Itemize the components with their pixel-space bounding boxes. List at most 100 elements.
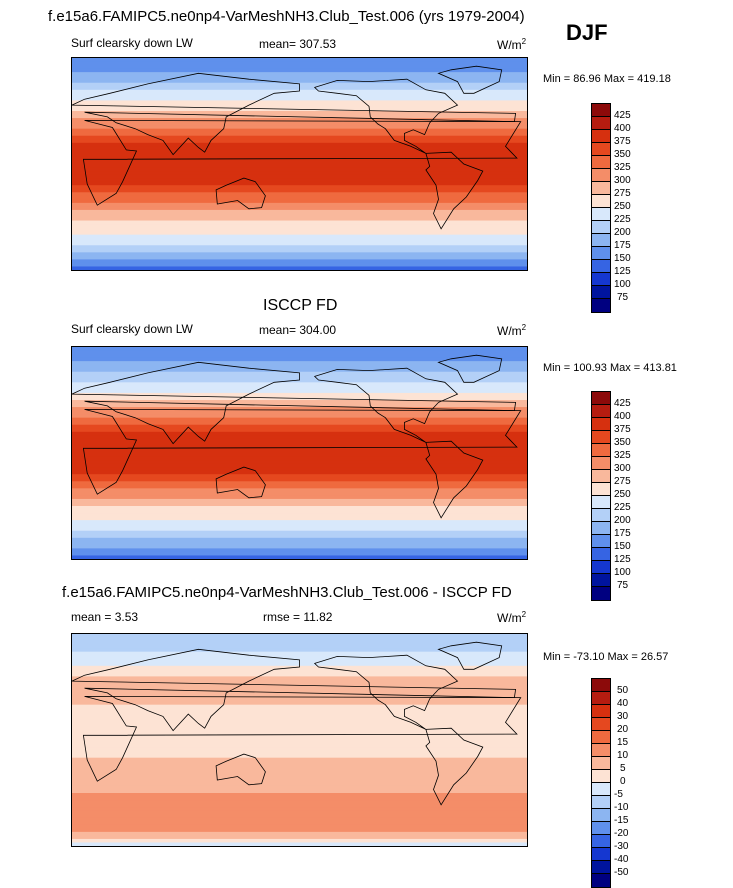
lat-band bbox=[72, 238, 527, 243]
colorbar-label: 325 bbox=[614, 162, 631, 173]
colorbar-swatch bbox=[592, 535, 610, 548]
coastline bbox=[72, 72, 517, 156]
lat-band bbox=[72, 513, 527, 518]
panel1-mean-label: mean= 307.53 bbox=[259, 37, 337, 51]
lat-band bbox=[72, 255, 527, 260]
lat-band bbox=[72, 842, 527, 846]
coastline bbox=[82, 409, 522, 495]
lat-band bbox=[72, 708, 527, 713]
colorbar-label: 10 bbox=[617, 750, 629, 761]
lat-band bbox=[72, 424, 527, 429]
lat-band bbox=[72, 634, 527, 639]
colorbar-swatch bbox=[592, 182, 610, 195]
lat-band bbox=[72, 463, 527, 468]
colorbar-label: 175 bbox=[614, 240, 631, 251]
colorbar-label: 15 bbox=[617, 737, 629, 748]
lat-band bbox=[72, 149, 527, 154]
lat-band bbox=[72, 785, 527, 791]
colorbar-label: 100 bbox=[614, 279, 631, 290]
lat-band bbox=[72, 778, 527, 783]
colorbar-swatch bbox=[592, 117, 610, 130]
colorbar-swatch bbox=[592, 208, 610, 221]
colorbar-swatch bbox=[592, 874, 610, 887]
lat-band bbox=[72, 757, 527, 762]
colorbar-label: 225 bbox=[614, 502, 631, 513]
lat-band bbox=[72, 470, 527, 475]
lat-band bbox=[72, 810, 527, 815]
colorbar-label: 375 bbox=[614, 136, 631, 147]
colorbar-label: 200 bbox=[614, 515, 631, 526]
colorbar-swatch bbox=[592, 457, 610, 470]
lat-band bbox=[72, 139, 527, 144]
lat-band bbox=[72, 192, 527, 197]
lat-band bbox=[72, 644, 527, 649]
colorbar-label: 425 bbox=[614, 398, 631, 409]
lat-band bbox=[72, 495, 527, 500]
lat-band bbox=[72, 421, 527, 426]
colorbar-swatch bbox=[592, 470, 610, 483]
lat-band bbox=[72, 128, 527, 133]
lat-band bbox=[72, 793, 527, 798]
lat-band bbox=[72, 527, 527, 532]
lat-band bbox=[72, 410, 527, 415]
lat-band bbox=[72, 544, 527, 549]
colorbar-swatch bbox=[592, 574, 610, 587]
colorbar-label: 300 bbox=[614, 175, 631, 186]
coastline bbox=[313, 78, 459, 154]
lat-band bbox=[72, 142, 527, 147]
colorbar-swatch bbox=[592, 143, 610, 156]
lat-band bbox=[72, 178, 527, 183]
panel1-colorbar bbox=[591, 103, 611, 313]
colorbar-label: 5 bbox=[620, 763, 626, 774]
panel2-map bbox=[71, 346, 528, 560]
colorbar-swatch bbox=[592, 548, 610, 561]
lat-band bbox=[72, 722, 527, 727]
lat-band bbox=[72, 417, 527, 422]
colorbar-label: 400 bbox=[614, 123, 631, 134]
lat-band bbox=[72, 768, 527, 773]
lat-band bbox=[72, 135, 527, 140]
lat-band bbox=[72, 655, 527, 660]
lat-band bbox=[72, 357, 527, 362]
lat-band bbox=[72, 400, 527, 405]
lat-band bbox=[72, 164, 527, 169]
colorbar-swatch bbox=[592, 418, 610, 431]
colorbar-label: 250 bbox=[614, 489, 631, 500]
lat-band bbox=[72, 789, 527, 794]
lat-band bbox=[72, 160, 527, 165]
lat-band bbox=[72, 111, 527, 116]
lat-band bbox=[72, 771, 527, 776]
coastline bbox=[425, 151, 484, 230]
panel2-mean-label: mean= 304.00 bbox=[259, 323, 337, 337]
colorbar-swatch bbox=[592, 835, 610, 848]
coastline bbox=[425, 727, 484, 806]
season-label: DJF bbox=[566, 20, 608, 45]
colorbar-label: 20 bbox=[617, 724, 629, 735]
lat-band bbox=[72, 227, 527, 232]
colorbar-label: 325 bbox=[614, 450, 631, 461]
lat-band bbox=[72, 68, 527, 73]
colorbar-label: 300 bbox=[614, 463, 631, 474]
colorbar-swatch bbox=[592, 770, 610, 783]
colorbar-swatch bbox=[592, 273, 610, 286]
lat-band bbox=[72, 782, 527, 787]
lat-band bbox=[72, 687, 527, 692]
colorbar-swatch bbox=[592, 718, 610, 731]
lat-band bbox=[72, 231, 527, 236]
lat-band bbox=[72, 516, 527, 521]
lat-band bbox=[72, 750, 527, 755]
colorbar-label: -10 bbox=[614, 802, 629, 813]
lat-band bbox=[72, 814, 527, 819]
lat-band bbox=[72, 651, 527, 656]
lat-band bbox=[72, 743, 527, 748]
lat-band bbox=[72, 694, 527, 699]
lat-band bbox=[72, 676, 527, 681]
lat-band bbox=[72, 701, 527, 706]
lat-band bbox=[72, 185, 527, 190]
lat-band bbox=[72, 835, 527, 840]
colorbar-label: 75 bbox=[617, 292, 629, 303]
lat-band bbox=[72, 220, 527, 225]
lat-band bbox=[72, 209, 527, 215]
lat-band bbox=[72, 266, 527, 270]
lat-band bbox=[72, 775, 527, 780]
